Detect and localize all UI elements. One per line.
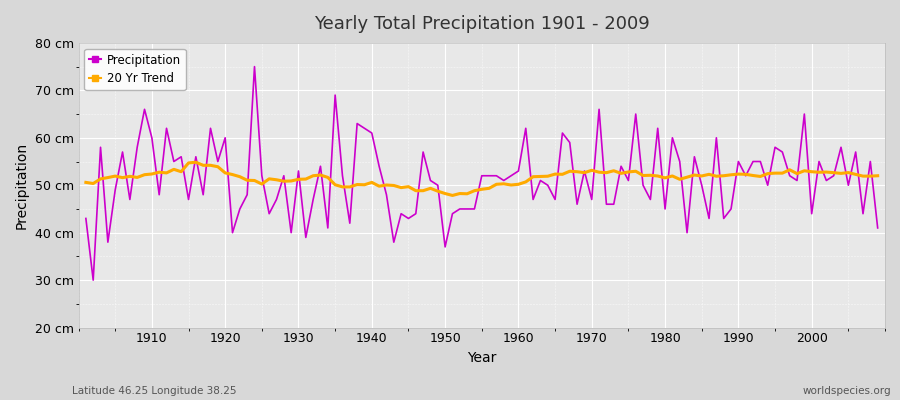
Legend: Precipitation, 20 Yr Trend: Precipitation, 20 Yr Trend <box>85 49 185 90</box>
Text: worldspecies.org: worldspecies.org <box>803 386 891 396</box>
Text: Latitude 46.25 Longitude 38.25: Latitude 46.25 Longitude 38.25 <box>72 386 237 396</box>
Y-axis label: Precipitation: Precipitation <box>15 142 29 229</box>
X-axis label: Year: Year <box>467 351 497 365</box>
Title: Yearly Total Precipitation 1901 - 2009: Yearly Total Precipitation 1901 - 2009 <box>314 15 650 33</box>
